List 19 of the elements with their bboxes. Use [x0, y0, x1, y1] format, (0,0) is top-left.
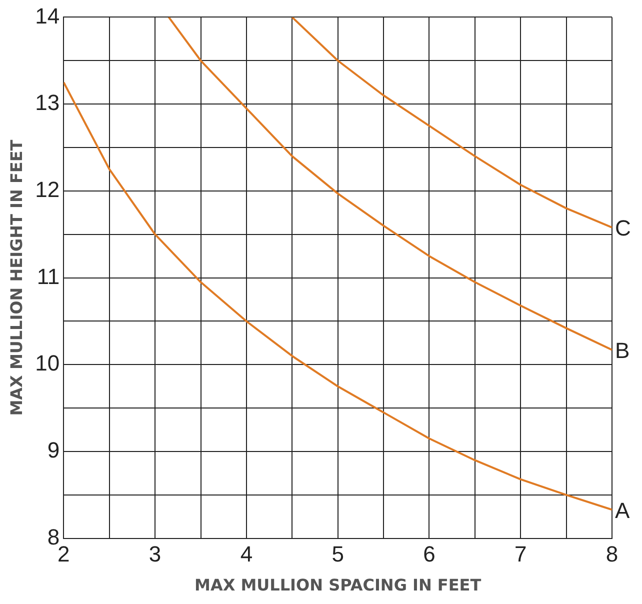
x-tick-label: 2: [58, 542, 70, 567]
y-tick-label: 10: [35, 350, 60, 376]
series-label: B: [615, 338, 630, 363]
x-axis-title: MAX MULLION SPACING IN FEET: [194, 576, 482, 595]
x-tick-label: 7: [514, 542, 527, 567]
y-tick-label: 13: [35, 90, 60, 116]
x-tick-label: 5: [332, 542, 344, 567]
y-axis-title: MAX MULLION HEIGHT IN FEET: [6, 140, 26, 416]
y-tick-label: 14: [35, 3, 60, 28]
y-tick-label: 11: [36, 264, 60, 289]
x-tick-label: 6: [423, 542, 436, 567]
series-label: C: [615, 215, 631, 240]
series-label: A: [615, 498, 630, 523]
x-tick-label: 4: [240, 542, 253, 567]
y-tick-label: 9: [47, 438, 60, 463]
x-tick-label: 8: [606, 542, 618, 567]
x-tick-label: 3: [148, 542, 162, 567]
y-tick-label: 8: [47, 524, 60, 550]
y-tick-label: 12: [35, 176, 60, 202]
